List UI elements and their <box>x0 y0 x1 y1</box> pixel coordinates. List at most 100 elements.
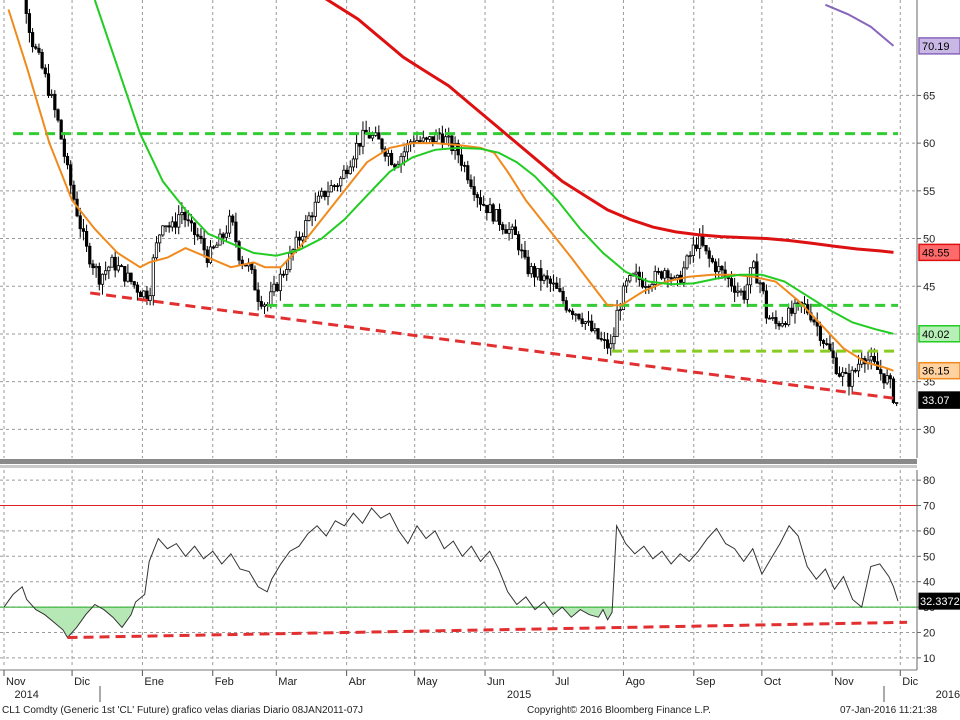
candle-body <box>691 244 695 256</box>
rsi-tick-label: 10 <box>923 653 935 665</box>
candle-body <box>154 242 159 259</box>
candle-body <box>885 375 889 384</box>
candle-body <box>605 339 610 349</box>
moving-average-line <box>825 3 895 47</box>
support-lines <box>13 132 898 353</box>
candle-body <box>507 229 511 234</box>
candle-body <box>348 166 352 175</box>
timestamp: 07-Jan-2016 11:21:38 <box>840 705 938 716</box>
candle-body <box>793 302 797 314</box>
candle-body <box>513 226 518 235</box>
panel-divider[interactable] <box>0 459 917 468</box>
candle-body <box>119 265 124 268</box>
candle-body <box>126 272 130 282</box>
candle-body <box>510 226 514 230</box>
moving-average-line <box>7 9 894 372</box>
candle-body <box>88 245 92 265</box>
candle-body <box>634 271 638 275</box>
candle-body <box>707 250 711 259</box>
candle-body <box>545 275 549 280</box>
candle-body <box>717 265 721 273</box>
candle-body <box>825 343 829 345</box>
candle-body <box>37 47 41 53</box>
candle-body <box>612 336 616 345</box>
candle-body <box>339 177 343 187</box>
candle-body <box>62 138 66 157</box>
last-value-tag: 70.19 <box>918 37 960 55</box>
candle-body <box>758 282 762 285</box>
month-label: Ene <box>144 676 164 688</box>
candle-body <box>625 280 629 287</box>
candle-body <box>653 270 657 285</box>
trend-line <box>90 291 899 401</box>
candle-body <box>548 278 552 284</box>
candle-body <box>345 169 349 175</box>
candle-body <box>551 282 556 285</box>
candle-body <box>739 290 743 293</box>
candle-body <box>488 204 492 214</box>
candle-body <box>107 266 111 272</box>
candle-body <box>183 212 187 221</box>
candle-body <box>602 339 606 341</box>
moving-averages <box>7 0 895 372</box>
candle-body <box>580 318 584 325</box>
candle-body <box>694 244 699 249</box>
candle-body <box>850 369 854 387</box>
candle-body <box>212 246 216 249</box>
candle-body <box>27 13 32 33</box>
candle-body <box>313 201 317 217</box>
candle-body <box>351 158 356 168</box>
candle-body <box>767 317 772 320</box>
candle-body <box>177 214 181 228</box>
rsi-tick-label: 60 <box>923 526 935 538</box>
rsi-reference-lines <box>0 505 917 608</box>
candle-body <box>24 0 28 14</box>
candle-body <box>304 220 308 238</box>
candle-body <box>377 132 381 140</box>
price-tick-label: 60 <box>923 138 935 150</box>
candle-body <box>771 317 775 319</box>
rsi-trend-line <box>67 620 908 640</box>
candle-body <box>240 259 244 265</box>
candle-body <box>46 73 51 96</box>
candle-body <box>69 164 73 186</box>
month-label: Feb <box>215 676 234 688</box>
candle-body <box>847 373 851 387</box>
moving-average-line <box>93 0 894 335</box>
candle-body <box>424 137 429 140</box>
candle-body <box>466 165 470 181</box>
candle-body <box>116 265 120 271</box>
footer: CL1 Comdty (Generic 1st 'CL' Future) gra… <box>0 703 960 720</box>
tag-box <box>918 592 960 610</box>
rsi-tick-label: 50 <box>923 551 935 563</box>
candle-body <box>456 143 460 156</box>
price-trend-line <box>90 291 899 401</box>
candle-body <box>40 51 44 69</box>
candle-body <box>316 195 321 203</box>
candle-body <box>704 244 708 252</box>
candle-body <box>132 281 136 286</box>
last-value-tag: 40.02 <box>918 325 960 343</box>
candle-body <box>504 229 508 234</box>
candle-body <box>526 256 530 275</box>
candle-body <box>729 278 734 287</box>
candle-body <box>335 185 340 188</box>
candle-body <box>278 273 282 292</box>
candle-body <box>640 279 645 288</box>
candle-body <box>532 266 537 278</box>
candle-body <box>50 93 54 96</box>
candle-body <box>783 322 788 326</box>
tag-value: 70.19 <box>922 41 950 53</box>
x-axis: Nov Dic Ene Feb Mar Abr May Jun Jul Ago Sep Oct Nov D… <box>0 669 960 702</box>
candle-body <box>501 224 505 230</box>
year-label: 2015 <box>507 689 531 701</box>
month-label: Dic <box>74 676 90 688</box>
candle-body <box>272 283 276 293</box>
candle-body <box>65 155 70 166</box>
candle-body <box>323 190 327 198</box>
candle-body <box>637 271 641 280</box>
candle-body <box>281 273 286 276</box>
chart-description: CL1 Comdty (Generic 1st 'CL' Future) gra… <box>2 705 364 716</box>
candle-body <box>285 269 289 275</box>
rsi-support-trend-line <box>67 620 908 640</box>
